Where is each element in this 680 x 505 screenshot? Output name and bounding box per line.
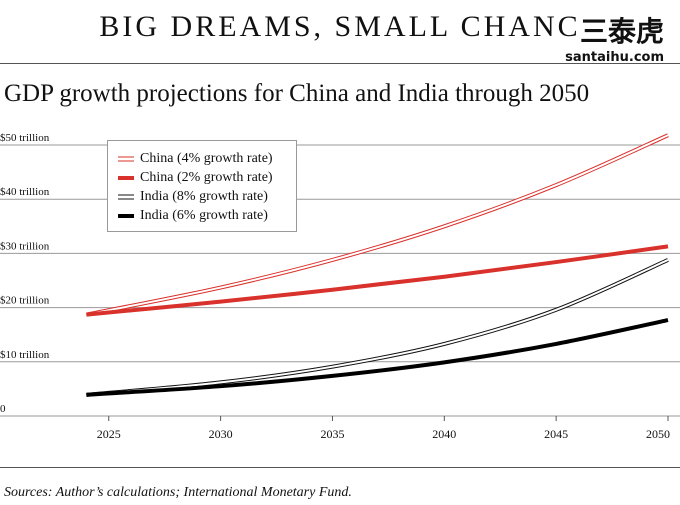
series-line-3 <box>86 318 669 397</box>
top-divider <box>0 63 680 64</box>
legend-swatch-china-2 <box>118 175 134 180</box>
series-line-2 <box>86 258 669 397</box>
legend-label-india-6: India (6% growth rate) <box>140 207 268 223</box>
series-line-2-inner <box>86 258 669 396</box>
bottom-divider <box>0 467 680 468</box>
legend-item-china-4: China (4% growth rate) <box>118 149 296 168</box>
x-tick-label: 2025 <box>97 427 121 441</box>
gdp-line-chart: 0 $10 trillion $20 trillion $30 trillion $40… <box>0 132 680 441</box>
y-tick-label: $40 trillion <box>0 186 50 198</box>
x-tick-label: 2045 <box>544 427 568 441</box>
source-note: Sources: Author’s calculations; Internat… <box>4 485 352 500</box>
y-tick-label: 0 <box>0 403 6 415</box>
legend-label-china-4: China (4% growth rate) <box>140 150 273 166</box>
y-tick-label: $10 trillion <box>0 349 50 361</box>
legend-item-china-2: China (2% growth rate) <box>118 168 296 187</box>
chart-subtitle: GDP growth projections for China and Ind… <box>4 80 590 107</box>
watermark-url: santaihu.com <box>563 50 666 65</box>
y-tick-label: $20 trillion <box>0 295 50 307</box>
series-line-1 <box>86 244 669 317</box>
chart-legend: China (4% growth rate) China (2% growth … <box>107 140 297 232</box>
legend-swatch-china-4 <box>118 156 134 161</box>
legend-label-india-8: India (8% growth rate) <box>140 188 268 204</box>
legend-label-china-2: China (2% growth rate) <box>140 169 273 185</box>
legend-swatch-india-8 <box>118 194 134 199</box>
legend-item-india-8: India (8% growth rate) <box>118 187 296 206</box>
legend-swatch-india-6 <box>118 213 134 218</box>
y-tick-label: $30 trillion <box>0 240 50 252</box>
x-tick-label: 2030 <box>209 427 233 441</box>
y-tick-label: $50 trillion <box>0 132 50 144</box>
x-tick-label: 2050 <box>646 427 670 441</box>
series-line-0-inner <box>86 134 669 316</box>
headline: BIG DREAMS, SMALL CHANC <box>99 10 581 43</box>
watermark-logo: 三泰虎 <box>577 10 666 50</box>
x-tick-label: 2040 <box>432 427 456 441</box>
x-tick-label: 2035 <box>320 427 344 441</box>
legend-item-india-6: India (6% growth rate) <box>118 206 296 225</box>
